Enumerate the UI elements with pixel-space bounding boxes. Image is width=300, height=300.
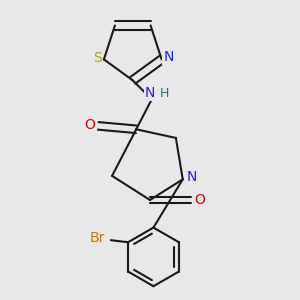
Text: N: N (145, 86, 155, 100)
Text: S: S (93, 51, 101, 65)
Text: O: O (84, 118, 95, 132)
Text: H: H (160, 87, 170, 100)
Text: O: O (195, 193, 206, 207)
Text: N: N (186, 170, 197, 184)
Text: Br: Br (89, 231, 105, 245)
Text: N: N (163, 50, 174, 64)
